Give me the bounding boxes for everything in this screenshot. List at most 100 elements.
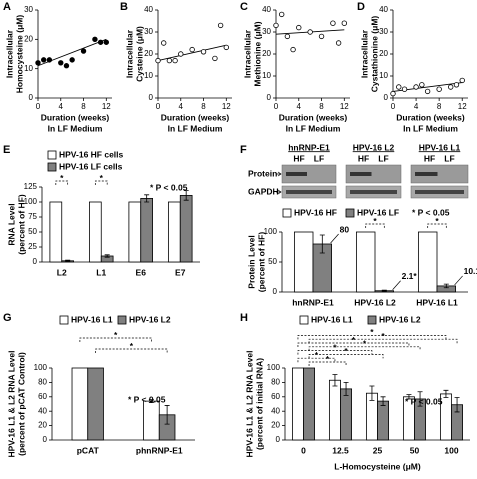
blot-protein [410,164,469,184]
y-tick-label: 40 [379,5,388,14]
x-tick-label: 12 [102,102,111,111]
legend-label: HPV-16 HF cells [59,149,124,159]
band [415,172,438,176]
error-bar [443,389,449,398]
panel-letter: H [240,312,248,324]
significance-label: * [130,341,134,351]
x-axis-label: In LF Medium [286,123,341,133]
error-bar [148,399,154,403]
y-tick-label: 100 [264,227,278,236]
legend-label: HPV-16 L1 [71,314,113,324]
y-tick-label: 20 [379,49,388,58]
significance-label: * [363,339,367,349]
point [166,57,173,64]
bar [71,367,89,441]
significance-bracket [55,180,69,185]
y-axis-label: (percent of HF) [16,194,26,255]
x-tick-label: 50 [410,445,420,455]
x-tick-label: 8 [437,102,442,111]
x-tick-label: pCAT [77,445,100,455]
x-tick-label: 100 [444,445,458,455]
bar [89,201,102,263]
x-axis-label: Duration (weeks) [396,112,465,122]
bar [143,400,160,441]
legend-swatch [367,315,377,325]
y-tick-label: 80 [38,378,47,387]
point [413,84,419,90]
bar [417,231,438,293]
significance-bracket [297,342,410,347]
significance-bracket [308,354,384,359]
error-bar [144,194,150,203]
annotation: * P < 0.05 [150,182,188,192]
x-tick-label: 4 [179,102,184,111]
x-tick-label: HPV-16 L2 [354,297,396,307]
y-axis-label: RNA Level [6,203,16,245]
point [223,44,230,51]
y-tick-label: 20 [262,49,271,58]
blot-lane-label: HF [424,153,435,163]
blot-column-label: HPV-16 L2 [353,142,395,152]
x-tick-label: 8 [81,102,86,111]
y-axis-label: Intracellular [359,29,369,78]
y-axis-label: Homocysteine (μM) [14,15,24,94]
bar [328,379,341,441]
error-bar [443,283,449,289]
error-bar [454,397,460,413]
panel-letter: E [3,144,10,156]
legend-swatch [299,315,309,325]
point [459,77,465,84]
x-tick-label: L1 [96,267,106,277]
x-axis-label: In LF Medium [168,123,223,133]
bar [303,367,316,441]
y-tick-label: 30 [379,27,388,36]
x-tick-label: 12 [340,102,349,111]
x-tick-label: 0 [36,102,41,111]
y-axis-label: Intracellular [242,29,252,78]
point [63,63,70,69]
point [97,39,104,45]
point [40,57,47,63]
significance-bracket [297,357,336,363]
point [69,57,75,63]
point [396,84,402,90]
band [286,190,332,194]
band [286,172,307,176]
panel-letter: F [240,144,247,156]
point [318,33,325,40]
x-axis-label: L-Homocysteine (μM) [334,461,421,471]
point [46,57,53,63]
error-bar [369,385,375,401]
point [58,60,64,66]
point [212,55,218,62]
x-axis-label: In LF Medium [48,123,103,133]
blot-protein [345,164,402,184]
bar [128,201,142,263]
x-tick-label: E6 [136,267,147,277]
bar [377,400,390,441]
bar [140,197,154,263]
bar [49,201,63,263]
x-tick-label: 8 [201,102,206,111]
y-tick-label: 75 [28,212,37,221]
significance-label: * [344,346,348,356]
blot-lane-label: HF [358,153,369,163]
point [436,86,442,92]
panel-letter: B [120,1,128,13]
point [296,24,302,31]
error-bar [406,394,412,400]
significance-bracket [427,223,447,228]
x-tick-label: 8 [319,102,324,111]
point [80,48,87,54]
y-tick-label: 60 [38,392,47,401]
annotation: * P < 0.05 [128,394,166,404]
y-tick-label: 0 [33,257,38,266]
bar [179,194,193,263]
y-tick-label: 10 [144,71,153,80]
value-label: 10.1* [464,266,477,276]
y-tick-label: 20 [38,421,47,430]
significance-label: * [370,327,374,337]
y-tick-label: 0 [273,287,278,296]
bar [355,231,376,293]
y-axis-label: (percent of pCAT Control) [16,352,26,456]
